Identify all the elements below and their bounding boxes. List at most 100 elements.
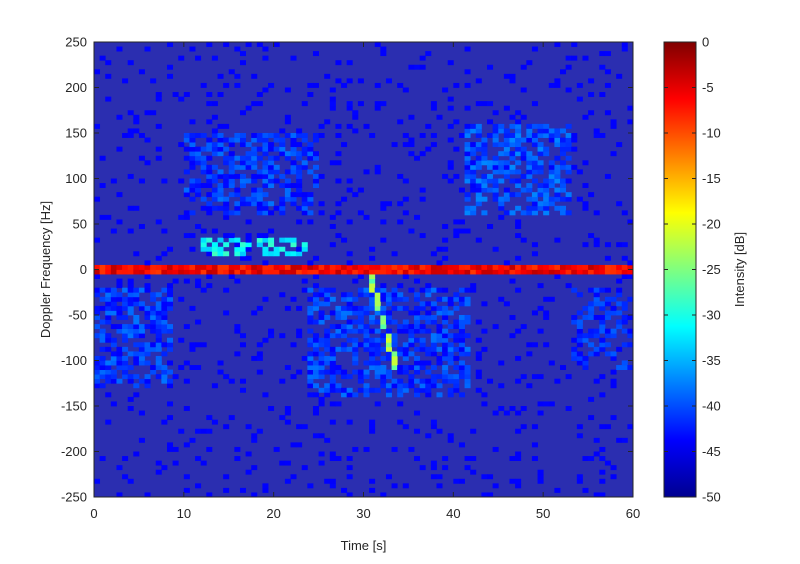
heatmap-cell <box>161 251 168 257</box>
heatmap-cell <box>599 469 606 475</box>
heatmap-cell <box>352 264 359 270</box>
heatmap-cell <box>324 328 331 334</box>
heatmap-cell <box>419 287 426 293</box>
heatmap-cell <box>346 474 353 480</box>
heatmap-cell <box>279 246 286 252</box>
heatmap-cell <box>604 342 611 348</box>
heatmap-cell <box>565 142 572 148</box>
heatmap-cell <box>531 196 538 202</box>
heatmap-cell <box>458 133 465 138</box>
heatmap-cell <box>414 346 421 352</box>
heatmap-cell <box>402 196 409 202</box>
heatmap-cell <box>144 324 151 330</box>
heatmap-cell <box>200 160 207 166</box>
heatmap-cell <box>284 460 291 466</box>
heatmap-cell <box>470 142 477 148</box>
heatmap-cell <box>385 387 392 393</box>
heatmap-cell <box>604 460 611 466</box>
heatmap-cell <box>391 251 398 257</box>
heatmap-cell <box>442 374 449 380</box>
heatmap-cell <box>329 160 336 166</box>
heatmap-cell <box>279 333 286 339</box>
heatmap-cell <box>548 133 555 138</box>
heatmap-cell <box>487 269 494 275</box>
heatmap-cell <box>206 274 213 279</box>
heatmap-cell <box>453 374 460 380</box>
heatmap-cell <box>363 169 370 175</box>
heatmap-cell <box>217 183 224 188</box>
heatmap-cell <box>262 137 269 143</box>
heatmap-cell <box>531 169 538 175</box>
heatmap-cell <box>520 173 527 179</box>
heatmap-cell <box>498 164 505 170</box>
heatmap-cell <box>105 333 112 339</box>
heatmap-cell <box>99 264 106 270</box>
heatmap-cell <box>481 328 488 334</box>
heatmap-cell <box>414 315 421 320</box>
heatmap-cell <box>464 82 471 88</box>
heatmap-cell <box>329 333 336 339</box>
heatmap-cell <box>307 92 314 97</box>
heatmap-cell <box>565 146 572 152</box>
heatmap-cell <box>144 264 151 270</box>
heatmap-cell <box>122 369 129 375</box>
heatmap-cell <box>105 337 112 343</box>
colorbar <box>664 42 696 497</box>
heatmap-cell <box>352 342 359 348</box>
heatmap-cell <box>419 269 426 275</box>
heatmap-cell <box>543 315 550 320</box>
heatmap-cell <box>627 296 633 302</box>
heatmap-cell <box>369 351 376 357</box>
heatmap-cell <box>604 301 611 307</box>
heatmap-cell <box>346 392 353 398</box>
heatmap-cell <box>402 355 409 361</box>
heatmap-cell <box>206 205 213 211</box>
heatmap-cell <box>442 365 449 370</box>
heatmap-cell <box>166 305 174 311</box>
heatmap-cell <box>239 342 246 348</box>
heatmap-cell <box>391 383 398 389</box>
heatmap-cell <box>273 169 280 175</box>
heatmap-cell <box>582 487 589 493</box>
heatmap-cell <box>408 342 415 348</box>
heatmap-cell <box>223 178 230 184</box>
heatmap-cell <box>195 319 202 325</box>
colorbar-tick-label: -15 <box>702 171 721 186</box>
heatmap-cell <box>301 133 308 138</box>
heatmap-cell <box>346 492 353 497</box>
heatmap-cell <box>531 442 538 448</box>
heatmap-cell <box>357 324 364 330</box>
heatmap-cell <box>94 196 101 202</box>
heatmap-cell <box>329 365 336 370</box>
heatmap-cell <box>290 192 297 198</box>
heatmap-cell <box>195 224 202 229</box>
heatmap-cell <box>548 137 555 143</box>
heatmap-cell <box>520 237 527 243</box>
heatmap-cell <box>588 333 595 339</box>
heatmap-cell <box>363 305 370 311</box>
heatmap-cell <box>458 296 465 302</box>
heatmap-cell <box>576 424 583 430</box>
heatmap-cell <box>475 133 482 138</box>
heatmap-cell <box>599 301 606 307</box>
y-tick-label: -100 <box>61 353 87 368</box>
heatmap-cell <box>509 406 516 411</box>
heatmap-cell <box>307 483 314 489</box>
heatmap-cell <box>582 355 589 361</box>
heatmap-cell <box>200 269 207 275</box>
heatmap-cell <box>543 192 550 198</box>
heatmap-cell <box>436 337 443 343</box>
heatmap-cell <box>526 133 533 138</box>
heatmap-cell <box>531 374 538 380</box>
heatmap-cell <box>178 96 185 102</box>
heatmap-cell <box>251 155 258 161</box>
heatmap-cell <box>599 269 606 275</box>
heatmap-cell <box>195 483 202 489</box>
heatmap-cell <box>464 133 471 138</box>
heatmap-cell <box>374 292 381 298</box>
heatmap-cell <box>627 264 633 270</box>
heatmap-cell <box>357 342 364 348</box>
heatmap-cell <box>217 251 224 257</box>
heatmap-cell <box>301 146 308 152</box>
heatmap-cell <box>453 228 460 234</box>
